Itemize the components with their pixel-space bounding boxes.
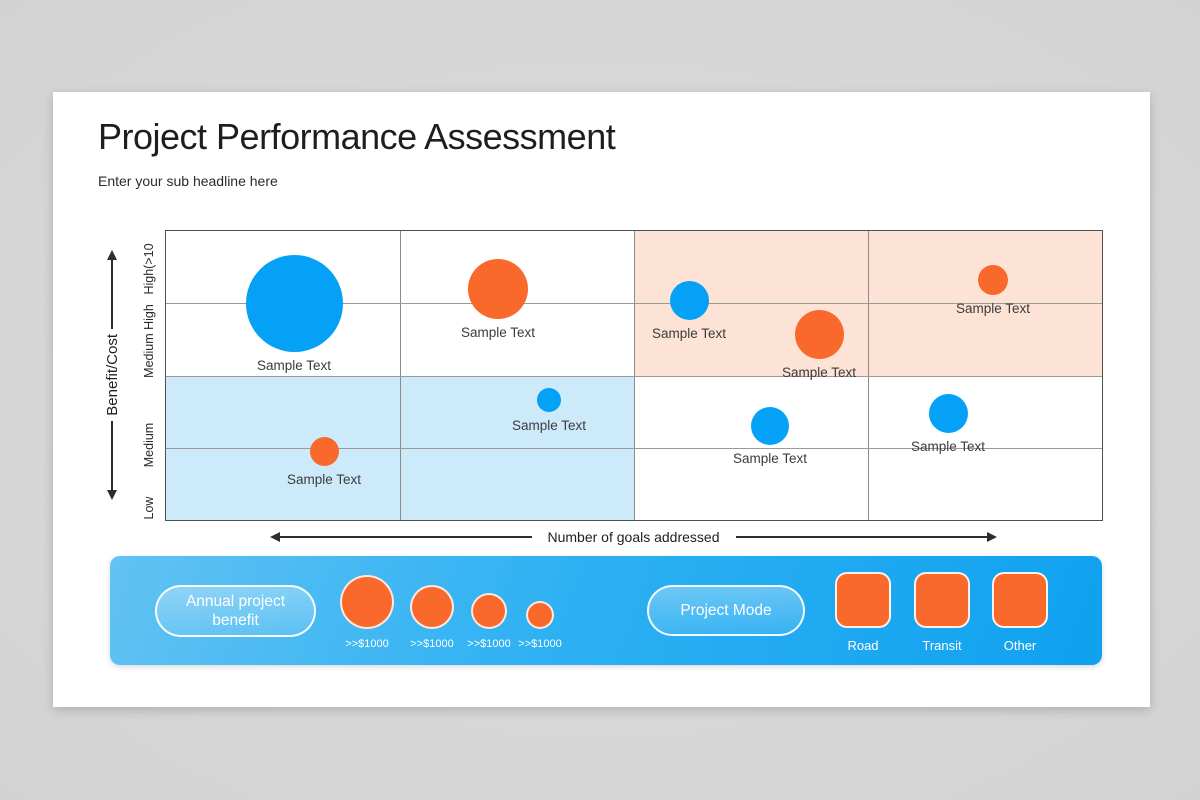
bubble xyxy=(245,254,343,352)
annual-project-benefit-button[interactable]: Annual project benefit xyxy=(155,585,316,637)
mode-square-road xyxy=(835,572,891,628)
arrow-right-icon xyxy=(987,532,997,542)
gridline-horizontal xyxy=(166,303,1102,305)
bubble xyxy=(794,309,844,359)
x-axis: Number of goals addressed xyxy=(270,528,997,546)
gridline-horizontal xyxy=(166,375,1102,377)
size-legend-circle xyxy=(340,575,394,629)
y-axis-line xyxy=(111,420,113,490)
mode-label-transit: Transit xyxy=(922,638,962,653)
y-axis-title: Benefit/Cost xyxy=(103,334,121,416)
slide-card: Project Performance Assessment Enter you… xyxy=(53,92,1150,707)
size-legend-label: >>$1000 xyxy=(467,638,511,650)
mode-label-road: Road xyxy=(847,638,879,653)
arrow-left-icon xyxy=(270,532,280,542)
x-axis-line xyxy=(735,536,987,538)
bubble-label: Sample Text xyxy=(955,301,1031,316)
page-subtitle: Enter your sub headline here xyxy=(98,173,278,189)
bubble-label: Sample Text xyxy=(910,438,986,454)
y-tick-label: Low xyxy=(142,496,156,520)
mode-label-other: Other xyxy=(1003,638,1037,653)
bubble xyxy=(928,393,968,433)
page-title: Project Performance Assessment xyxy=(98,116,616,157)
bubble-label: Sample Text xyxy=(651,325,727,341)
y-axis: Benefit/Cost xyxy=(101,250,123,500)
bubble xyxy=(751,407,789,445)
arrow-down-icon xyxy=(107,490,117,500)
project-mode-button[interactable]: Project Mode xyxy=(647,585,805,636)
y-tick-label: High(>10 xyxy=(142,243,156,295)
arrow-up-icon xyxy=(107,250,117,260)
bubble-label: Sample Text xyxy=(781,364,857,380)
bubble xyxy=(468,259,528,319)
x-axis-line xyxy=(280,536,532,538)
bubble-label: Sample Text xyxy=(460,325,536,340)
y-tick-label: Medium High xyxy=(142,304,156,378)
gridline-horizontal xyxy=(166,447,1102,449)
size-legend-label: >>$1000 xyxy=(345,638,389,650)
mode-square-other xyxy=(992,572,1048,628)
bubble-label: Sample Text xyxy=(511,418,587,433)
mode-square-transit xyxy=(914,572,970,628)
size-legend-label: >>$1000 xyxy=(410,638,454,650)
bubble xyxy=(309,436,339,466)
bubble xyxy=(978,265,1008,295)
size-legend-circle xyxy=(410,585,454,629)
size-legend-circle xyxy=(471,593,507,629)
bubble-label: Sample Text xyxy=(732,451,808,466)
legend-bar: Annual project benefit >>$1000 >>$1000 >… xyxy=(110,556,1102,665)
bubble xyxy=(537,388,561,412)
bubble-matrix-plot: High(>10 Medium High Medium Low Sample T… xyxy=(142,230,1103,521)
size-legend-circle xyxy=(526,601,554,629)
y-axis-line xyxy=(111,260,113,330)
x-axis-title: Number of goals addressed xyxy=(547,529,720,545)
bubble-label: Sample Text xyxy=(256,357,332,373)
size-legend-label: >>$1000 xyxy=(518,638,562,650)
bubble-label: Sample Text xyxy=(286,471,362,487)
bubble xyxy=(669,280,709,320)
y-tick-label: Medium xyxy=(142,422,156,468)
